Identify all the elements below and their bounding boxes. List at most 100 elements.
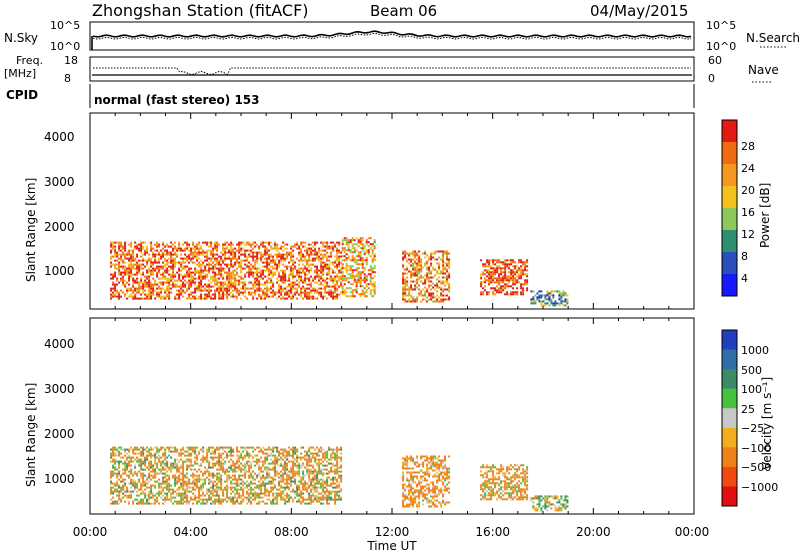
- echo-cell: [222, 466, 225, 469]
- echo-cell: [246, 287, 249, 290]
- echo-cell: [130, 287, 133, 290]
- echo-cell: [347, 241, 350, 244]
- echo-cell: [292, 267, 295, 270]
- echo-cell: [359, 295, 362, 298]
- echo-cell: [530, 290, 533, 293]
- echo-cell: [334, 468, 337, 471]
- freq-right-tick-bottom: 0: [708, 72, 715, 85]
- echo-cell: [258, 281, 261, 284]
- echo-cell: [446, 288, 449, 291]
- echo-cell: [351, 293, 354, 296]
- echo-cell: [274, 474, 277, 477]
- echo-cell: [292, 261, 295, 264]
- echo-cell: [208, 480, 211, 483]
- echo-cell: [204, 265, 207, 268]
- echo-cell: [526, 287, 529, 290]
- echo-cell: [172, 446, 175, 449]
- echo-cell: [282, 281, 285, 284]
- echo-cell: [182, 275, 185, 278]
- echo-cell: [252, 482, 255, 485]
- echo-cell: [192, 486, 195, 489]
- echo-cell: [188, 454, 191, 457]
- echo-cell: [494, 259, 497, 262]
- echo-cell: [282, 476, 285, 479]
- echo-cell: [180, 452, 183, 455]
- echo-cell: [276, 277, 279, 280]
- echo-cell: [276, 255, 279, 258]
- echo-cell: [272, 476, 275, 479]
- echo-cell: [324, 295, 327, 298]
- echo-cell: [164, 275, 167, 278]
- echo-cell: [250, 464, 253, 467]
- echo-cell: [184, 500, 187, 503]
- echo-cell: [240, 496, 243, 499]
- echo-cell: [343, 267, 346, 270]
- echo-cell: [152, 470, 155, 473]
- echo-cell: [174, 263, 177, 266]
- echo-cell: [316, 446, 319, 449]
- echo-cell: [228, 257, 231, 260]
- echo-cell: [264, 245, 267, 248]
- echo-cell: [274, 466, 277, 469]
- echo-cell: [302, 470, 305, 473]
- echo-cell: [124, 267, 127, 270]
- echo-cell: [262, 297, 265, 300]
- echo-cell: [340, 255, 343, 258]
- echo-cell: [332, 498, 335, 501]
- echo-cell: [244, 283, 247, 286]
- echo-cell: [258, 289, 261, 292]
- echo-cell: [150, 490, 153, 493]
- echo-cell: [256, 446, 259, 449]
- echo-cell: [494, 271, 497, 274]
- echo-cell: [114, 502, 117, 505]
- echo-cell: [232, 247, 235, 250]
- echo-cell: [282, 263, 285, 266]
- echo-cell: [448, 272, 451, 275]
- echo-cell: [134, 498, 137, 501]
- echo-cell: [316, 488, 319, 491]
- echo-cell: [158, 257, 161, 260]
- echo-cell: [320, 261, 323, 264]
- power-colorbar: 28 24 20 16 12 8 4 Power [dB]: [721, 119, 772, 297]
- echo-cell: [224, 249, 227, 252]
- echo-cell: [238, 289, 241, 292]
- echo-cell: [192, 474, 195, 477]
- echo-cell: [367, 245, 370, 248]
- echo-cell: [290, 283, 293, 286]
- echo-cell: [150, 273, 153, 276]
- echo-cell: [494, 287, 497, 290]
- echo-cell: [282, 297, 285, 300]
- echo-cell: [338, 456, 341, 459]
- echo-cell: [334, 283, 337, 286]
- echo-cell: [204, 295, 207, 298]
- noise-left-label: N.Sky: [4, 31, 38, 45]
- echo-cell: [166, 478, 169, 481]
- echo-cell: [298, 466, 301, 469]
- echo-cell: [290, 468, 293, 471]
- echo-cell: [182, 291, 185, 294]
- echo-cell: [178, 245, 181, 248]
- echo-cell: [373, 289, 376, 292]
- echo-cell: [326, 482, 329, 485]
- echo-cell: [190, 496, 193, 499]
- echo-cell: [198, 283, 201, 286]
- echo-cell: [282, 450, 285, 453]
- echo-cell: [236, 273, 239, 276]
- echo-cell: [254, 460, 257, 463]
- echo-cell: [158, 460, 161, 463]
- echo-cell: [164, 500, 167, 503]
- echo-cell: [222, 492, 225, 495]
- echo-cell: [343, 291, 346, 294]
- echo-cell: [134, 486, 137, 489]
- echo-cell: [336, 466, 339, 469]
- echo-cell: [194, 267, 197, 270]
- echo-cell: [162, 267, 165, 270]
- echo-cell: [316, 452, 319, 455]
- echo-cell: [341, 255, 344, 258]
- echo-cell: [178, 273, 181, 276]
- echo-cell: [256, 462, 259, 465]
- echo-cell: [202, 261, 205, 264]
- echo-cell: [242, 287, 245, 290]
- echo-cell: [246, 297, 249, 300]
- echo-cell: [266, 448, 269, 451]
